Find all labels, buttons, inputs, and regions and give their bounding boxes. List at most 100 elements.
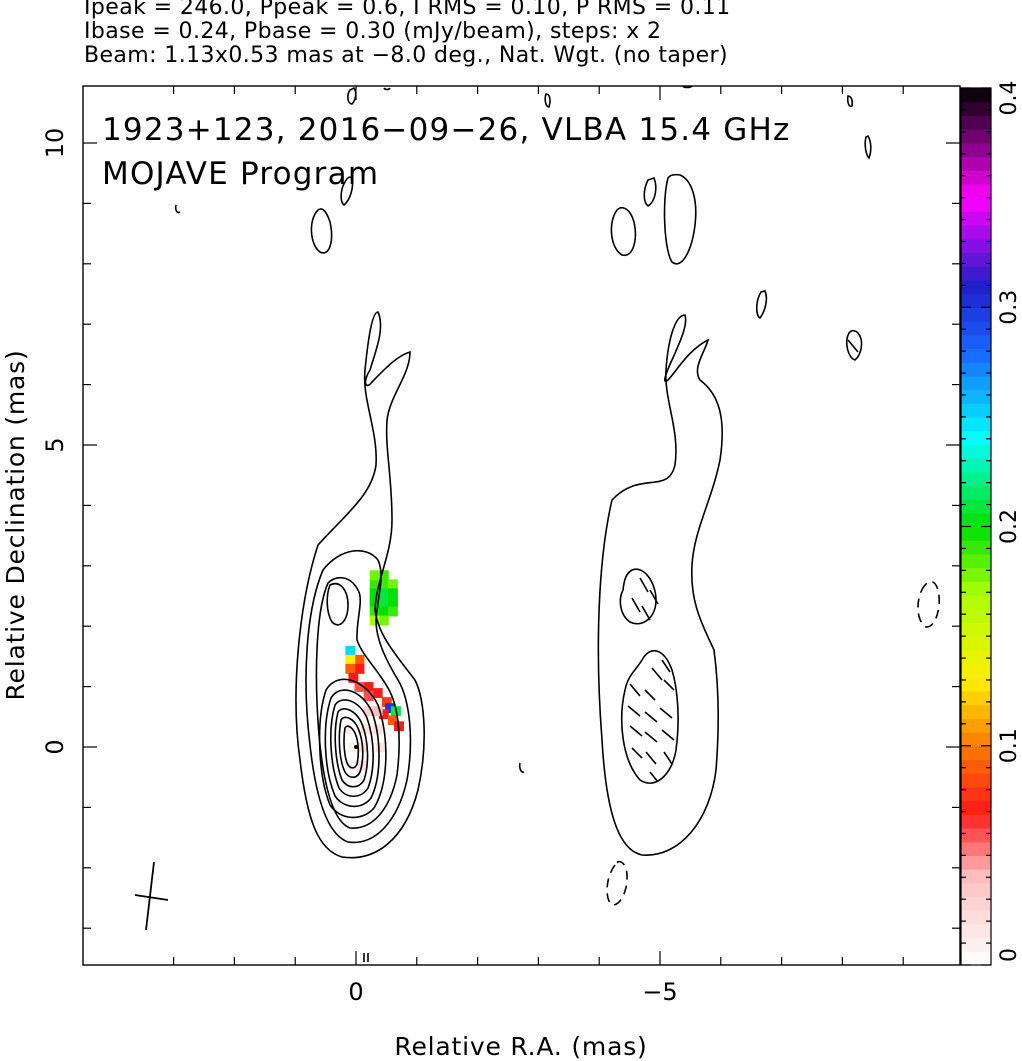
polarization-pixel [363, 691, 374, 701]
colorbar-band [961, 430, 991, 445]
colorbar-band [961, 197, 991, 212]
colorbar-band [961, 266, 991, 281]
evpa-tick [644, 711, 658, 723]
colorbar-band [961, 869, 991, 884]
polarization-pixel [378, 606, 389, 617]
polarization-pixel [363, 706, 374, 717]
polarization-pixel [354, 682, 365, 692]
polarization-pixel [372, 706, 383, 717]
colorbar-band [961, 855, 991, 870]
polarization-pixel [372, 688, 383, 698]
colorbar-band [961, 499, 991, 514]
evpa-tick [661, 659, 671, 673]
contour-island-right [518, 762, 525, 773]
colorbar-band [961, 690, 991, 706]
colorbar-band [961, 759, 991, 774]
polarization-pixel [342, 724, 353, 735]
contour-outer-right [597, 314, 723, 856]
colorbar-band [961, 334, 991, 349]
header-line-2: Ibase = 0.24, Pbase = 0.30 (mJy/beam), s… [84, 19, 662, 44]
contour-level-3 [315, 576, 400, 829]
colorbar-band [961, 101, 991, 117]
polarization-intensity-layer [342, 570, 404, 771]
header-line-3: Beam: 1.13x0.53 mas at −8.0 deg., Nat. W… [84, 43, 728, 68]
colorbar-band [961, 649, 991, 665]
colorbar-band [961, 526, 991, 541]
axis-ticks [83, 86, 960, 965]
evpa-tick [627, 705, 641, 717]
colorbar-band [961, 937, 991, 952]
colorbar-band [961, 622, 991, 637]
evpa-tick [651, 667, 663, 681]
evpa-tick [847, 339, 859, 353]
polarization-pixel [378, 597, 389, 608]
polarization-pixel [369, 597, 380, 608]
colorbar-tick-label: 0.3 [997, 290, 1022, 325]
colorbar-band [961, 403, 991, 418]
source-annotation: 1923+123, 2016−09−26, VLBA 15.4 GHz [102, 112, 790, 148]
polarization-pixel [369, 579, 380, 590]
colorbar-band [961, 553, 991, 569]
contour-inner-right-2 [620, 649, 679, 784]
colorbar-band [961, 252, 991, 267]
program-annotation: MOJAVE Program [102, 156, 379, 192]
evpa-tick [663, 751, 673, 765]
evpa-tick [649, 589, 659, 605]
polarization-pixel [369, 615, 380, 626]
colorbar-band [961, 156, 991, 171]
colorbar-band [961, 732, 991, 747]
colorbar-band [961, 88, 991, 103]
colorbar-tick-labels: 0 0.1 0.2 0.3 0.4 [997, 81, 1022, 963]
evpa-tick [631, 747, 643, 759]
colorbar-band [961, 800, 991, 815]
colorbar-band [961, 567, 991, 582]
core-marker [353, 744, 358, 749]
polarization-pixel [372, 724, 383, 735]
axis-tick-labels: 0 −5 0 5 10 [41, 128, 678, 1006]
y-tick-label: 5 [41, 437, 69, 452]
contour-level-2 [305, 549, 412, 844]
colorbar-band [961, 183, 991, 199]
contour-island-right [383, 87, 391, 91]
plot-frame [82, 85, 961, 966]
polarization-pixel [369, 588, 380, 599]
contour-island [310, 208, 333, 254]
contour-negative [606, 860, 628, 906]
polarization-pixel [378, 579, 389, 590]
polarization-pixel [387, 579, 398, 590]
evpa-tick [649, 771, 659, 783]
colorbar-band [961, 129, 991, 144]
contour-level-5 [318, 678, 387, 819]
colorbar-band [961, 307, 991, 322]
x-axis-title: Relative R.A. (mas) [394, 1032, 647, 1061]
contour-inner-right-1 [619, 568, 657, 625]
colorbar-tick-label: 0.1 [997, 728, 1022, 763]
evpa-tick [663, 679, 675, 691]
polarization-pixel [384, 703, 395, 714]
colorbar-band [961, 115, 991, 130]
colorbar-band [961, 595, 991, 610]
colorbar-band [961, 142, 991, 158]
polarization-pixel [387, 606, 398, 617]
contour-level-10 [343, 725, 360, 769]
evpa-tick [629, 683, 641, 697]
colorbar-band [961, 362, 991, 377]
polarization-pixel [378, 615, 389, 626]
contour-island-right [846, 95, 854, 108]
colorbar-band [961, 704, 991, 719]
polarization-pixel [381, 697, 392, 708]
polarization-pixel [387, 597, 398, 608]
evpa-tick [639, 577, 649, 593]
evpa-tick [631, 597, 641, 613]
colorbar-band [961, 471, 991, 486]
colorbar-band [961, 677, 991, 692]
colorbar-band [961, 608, 991, 624]
contour-level-9 [338, 716, 364, 779]
colorbar-band [961, 444, 991, 459]
contour-island-right [663, 173, 697, 265]
header-line-1: Ipeak = 246.0, Ppeak = 0.6, I RMS = 0.10… [84, 0, 731, 20]
evpa-vectors [627, 339, 859, 783]
colorbar-ticks [961, 87, 991, 966]
contour-island-right [544, 93, 551, 108]
